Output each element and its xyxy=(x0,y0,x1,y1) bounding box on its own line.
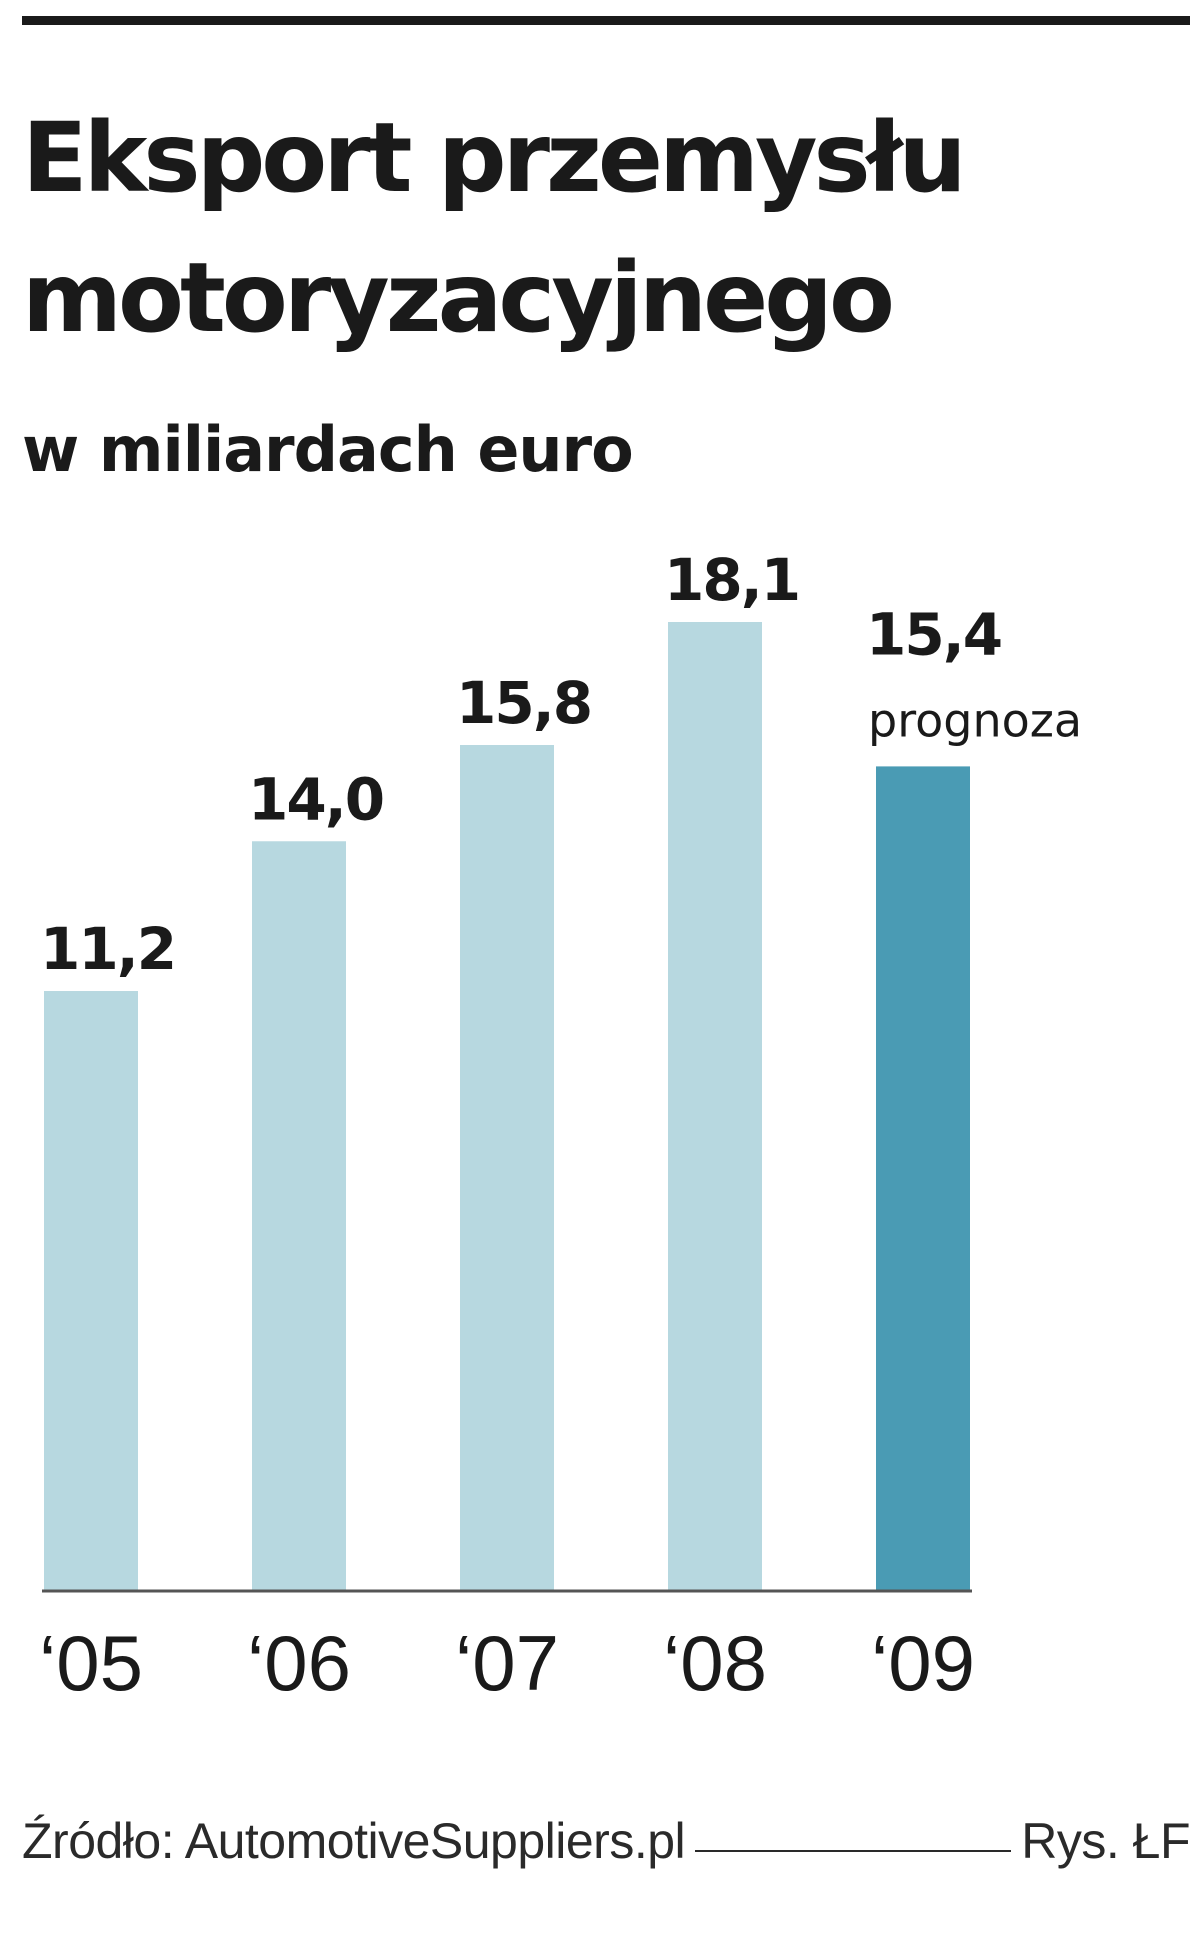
value-label-0: 11,2 xyxy=(40,915,175,983)
value-label-1: 14,0 xyxy=(248,765,383,833)
bar-2 xyxy=(460,745,554,1590)
chart-subtitle: w miliardach euro xyxy=(22,413,634,486)
top-rule xyxy=(22,16,1190,25)
value-label-2: 15,8 xyxy=(456,669,591,737)
annotation-0: prognoza xyxy=(868,693,1082,747)
source-text: Źródło: AutomotiveSuppliers.pl xyxy=(22,1813,686,1869)
credit-text: Rys. ŁF xyxy=(1021,1813,1190,1869)
bar-chart: 11,2 ‘05 14,0 ‘06 15,8 ‘07 18,1 ‘08 15,4 ‘09 progn… xyxy=(39,546,1082,1707)
bar-0 xyxy=(44,991,138,1590)
value-label-4: 15,4 xyxy=(866,600,1001,668)
category-label-4: ‘09 xyxy=(871,1619,975,1707)
bar-3 xyxy=(668,622,762,1590)
value-label-3: 18,1 xyxy=(664,546,799,614)
category-label-3: ‘08 xyxy=(663,1619,767,1707)
bar-4 xyxy=(876,766,970,1590)
bar-1 xyxy=(252,841,346,1590)
category-label-2: ‘07 xyxy=(455,1619,559,1707)
chart-title: Eksport przemysłu motoryzacyjnego xyxy=(22,102,967,354)
category-label-0: ‘05 xyxy=(39,1619,143,1707)
footer-divider xyxy=(695,1850,1012,1852)
category-label-1: ‘06 xyxy=(247,1619,351,1707)
footer: Źródło: AutomotiveSuppliers.pl Rys. ŁF xyxy=(22,1808,1190,1874)
